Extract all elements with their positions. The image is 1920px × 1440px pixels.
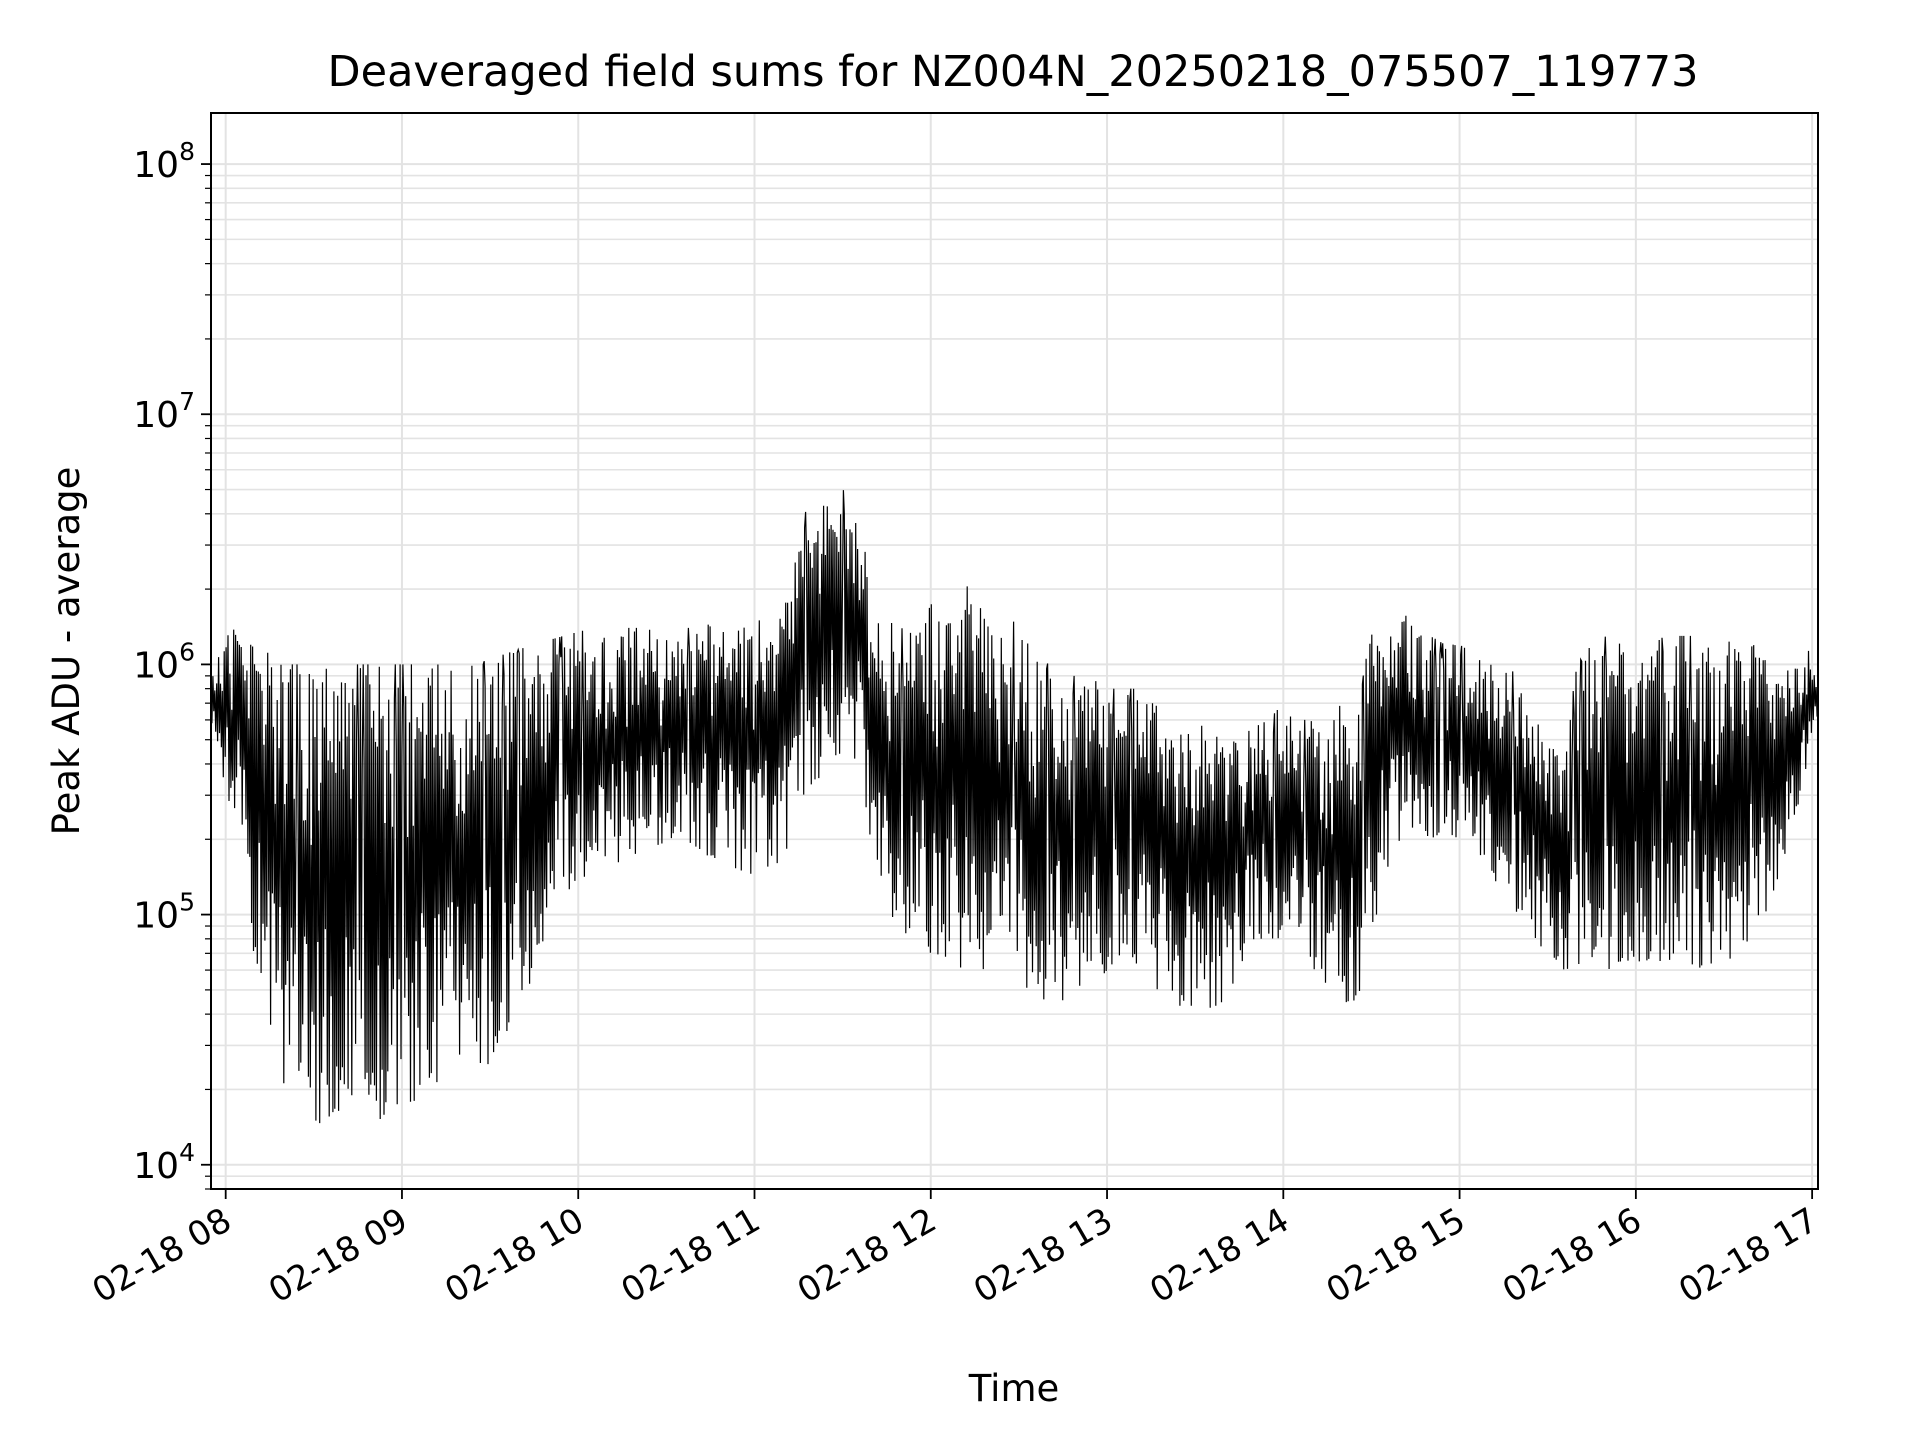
- y-tick-base: 10: [133, 896, 179, 937]
- series-layer: [210, 490, 1819, 1124]
- y-tick-exponent: 5: [179, 888, 195, 917]
- y-tick-label: 104: [133, 1138, 195, 1187]
- y-tick-base: 10: [133, 145, 179, 186]
- y-tick-exponent: 4: [179, 1138, 195, 1167]
- y-tick-exponent: 6: [179, 637, 195, 666]
- y-axis-label: Peak ADU - average: [45, 467, 88, 836]
- chart-title: Deaveraged field sums for NZ004N_2025021…: [328, 47, 1699, 97]
- y-tick-exponent: 7: [179, 387, 195, 416]
- y-tick-label: 108: [133, 137, 195, 186]
- x-axis-label: Time: [968, 1367, 1060, 1410]
- y-tick-exponent: 8: [179, 137, 195, 166]
- y-tick-base: 10: [133, 645, 179, 686]
- series-line: [210, 490, 1819, 1124]
- y-tick-label: 105: [133, 888, 195, 937]
- y-tick-base: 10: [133, 1146, 179, 1187]
- y-tick-label: 107: [133, 387, 195, 436]
- y-tick-label: 106: [133, 637, 195, 686]
- plot-frame: [210, 112, 1819, 1190]
- y-tick-base: 10: [133, 395, 179, 436]
